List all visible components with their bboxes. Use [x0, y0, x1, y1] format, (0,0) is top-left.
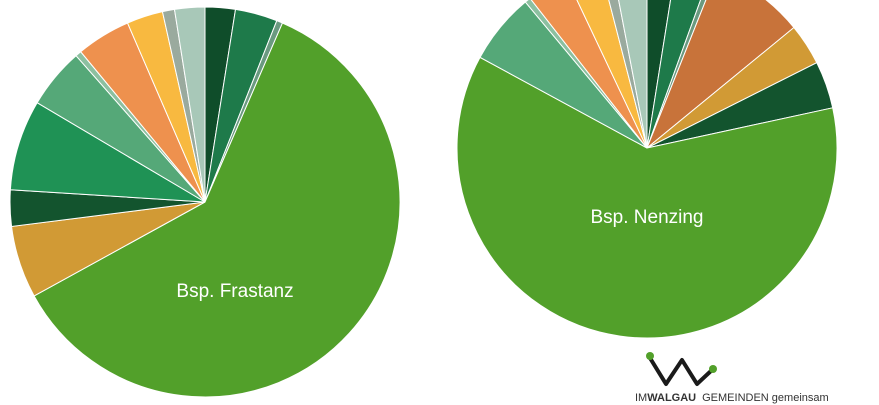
pie-slice [618, 0, 648, 149]
pie-slice [608, 0, 648, 149]
logo-text: IMWALGAU GEMEINDEN gemeinsam [635, 392, 829, 404]
pie-title: Bsp. Frastanz [176, 281, 293, 302]
pie-slice [576, 0, 648, 149]
logo-brand: WALGAU [647, 392, 696, 404]
pie-slice [646, 0, 795, 149]
pie-slice [530, 0, 648, 149]
pie-slice [524, 0, 648, 149]
pie-slice [646, 0, 702, 149]
pies: Bsp. Frastanz Bsp. Nenzing [9, 0, 838, 398]
logo-tagline: GEMEINDEN gemeinsam [702, 392, 829, 404]
logo: IMWALGAU GEMEINDEN gemeinsam [635, 352, 829, 404]
logo-dot [709, 365, 717, 373]
pie-slice [173, 6, 206, 203]
pie-slice [646, 0, 672, 149]
logo-prefix: IM [635, 392, 647, 404]
pie-title: Bsp. Nenzing [590, 207, 703, 228]
logo-dot [646, 352, 654, 360]
logo-icon [648, 356, 714, 386]
pie-slice [456, 56, 838, 339]
pie-slice [33, 22, 401, 398]
